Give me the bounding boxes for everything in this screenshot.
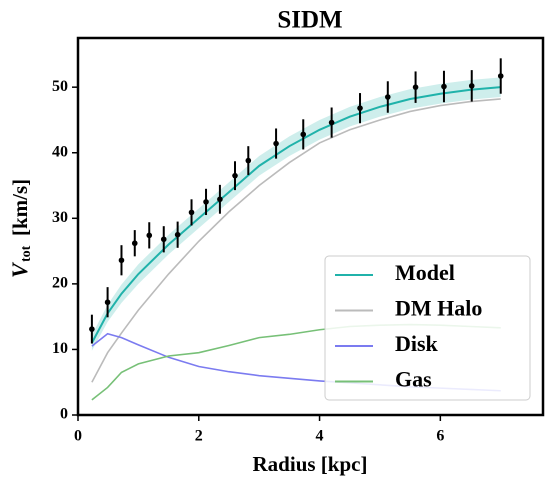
data-point — [468, 83, 475, 89]
data-point — [174, 231, 181, 238]
data-point — [357, 105, 363, 111]
legend-label: Model — [395, 260, 455, 285]
x-tick-label: 6 — [436, 428, 444, 445]
series-line — [91, 98, 501, 383]
data-point — [273, 140, 279, 147]
data-point — [217, 196, 223, 203]
data-point — [89, 326, 95, 332]
y-label-unit: [km/s] — [8, 179, 32, 236]
chart-title: SIDM — [277, 7, 342, 34]
plot-frame — [76, 36, 545, 417]
data-point — [131, 240, 138, 247]
x-tick-label: 4 — [316, 428, 324, 445]
data-point — [146, 232, 153, 239]
data-point — [188, 209, 195, 216]
data-point — [245, 157, 252, 164]
y-label-symbol: V — [7, 261, 32, 278]
y-tick-label: 40 — [52, 143, 68, 160]
data-point — [328, 119, 335, 126]
y-tick-label: 30 — [52, 209, 68, 226]
data-point — [441, 83, 447, 90]
y-tick-label: 50 — [52, 78, 68, 95]
data-point — [497, 73, 504, 79]
legend-label: Gas — [395, 367, 432, 392]
y-tick-label: 20 — [52, 275, 68, 292]
legend-box — [324, 255, 531, 401]
data-point — [104, 299, 111, 306]
data-point — [300, 131, 307, 138]
data-point — [232, 172, 238, 179]
data-point — [412, 84, 419, 90]
y-label-subscript: tot — [19, 245, 34, 262]
x-tick-label: 2 — [195, 428, 203, 445]
y-axis-label: V tot [km/s] — [7, 179, 34, 278]
data-point — [118, 257, 125, 264]
legend-label: DM Halo — [395, 296, 482, 321]
x-tick-label: 0 — [74, 428, 82, 445]
data-point — [384, 94, 391, 100]
data-point — [203, 199, 209, 205]
y-tick-label: 0 — [60, 406, 68, 423]
x-axis-label: Radius [kpc] — [253, 452, 368, 476]
y-tick-label: 10 — [52, 340, 68, 357]
legend-label: Disk — [395, 331, 439, 356]
series-line — [91, 86, 501, 344]
data-point — [160, 236, 167, 243]
